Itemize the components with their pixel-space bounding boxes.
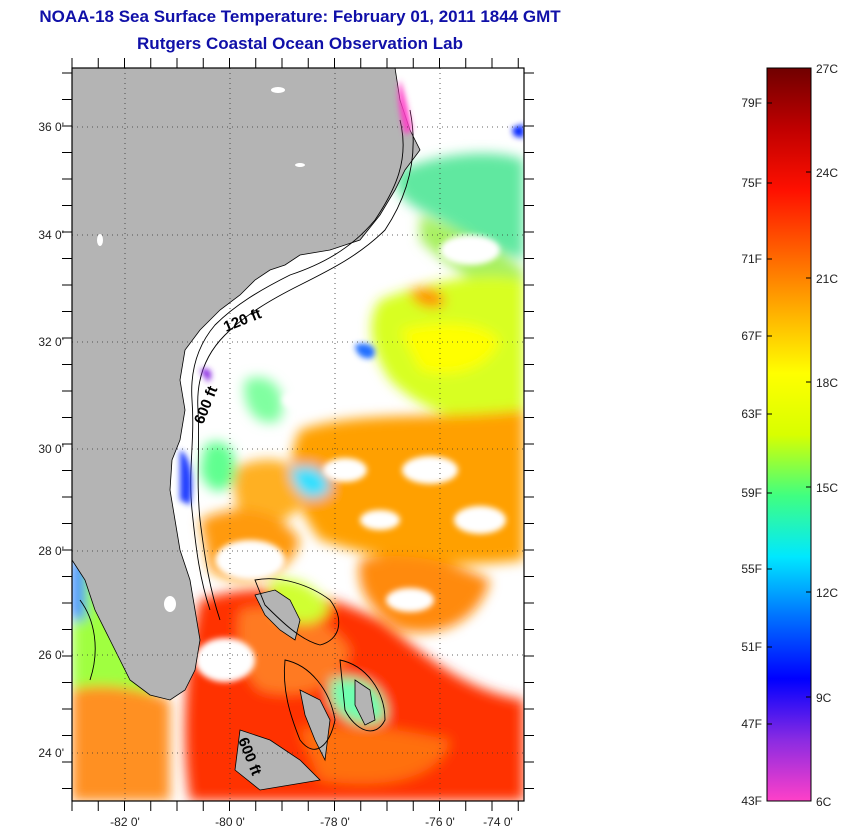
lakes — [97, 87, 305, 612]
celsius-labels: 27C 24C 21C 18C 15C 12C 9C 6C — [816, 62, 838, 809]
lat-label: 36 0' — [38, 120, 64, 134]
latitude-labels: 36 0' 34 0' 32 0' 30 0' 28 0' 26 0' 24 0… — [38, 120, 64, 760]
c-label: 15C — [816, 481, 838, 495]
cloud-speckles — [195, 235, 515, 682]
c-label: 27C — [816, 62, 838, 76]
map-ticks — [62, 58, 534, 811]
fahrenheit-labels: 79F 75F 71F 67F 63F 59F 55F 51F 47F 43F — [741, 96, 762, 808]
lat-label: 34 0' — [38, 228, 64, 242]
colorbar-ticks — [767, 102, 811, 725]
f-label: 43F — [741, 794, 762, 808]
land — [72, 68, 421, 791]
map-frame — [71, 67, 525, 802]
lat-label: 26 0' — [38, 648, 64, 662]
c-label: 12C — [816, 586, 838, 600]
f-label: 59F — [741, 486, 762, 500]
temperature-colorbar: 79F 75F 71F 67F 63F 59F 55F 51F 47F 43F … — [741, 62, 838, 809]
lon-label: -76 0' — [425, 815, 455, 829]
f-label: 63F — [741, 407, 762, 421]
lat-label: 28 0' — [38, 544, 64, 558]
map-area: 120 ft 600 ft 600 ft — [72, 68, 524, 801]
colorbar-gradient — [766, 67, 812, 802]
c-label: 21C — [816, 272, 838, 286]
f-label: 79F — [741, 96, 762, 110]
f-label: 47F — [741, 717, 762, 731]
cold-coastal-water — [180, 80, 524, 505]
map-title: NOAA-18 Sea Surface Temperature: Februar… — [39, 7, 561, 26]
lon-label: -78 0' — [320, 815, 350, 829]
lon-label: -80 0' — [215, 815, 245, 829]
f-label: 55F — [741, 562, 762, 576]
f-label: 75F — [741, 176, 762, 190]
lon-label: -82 0' — [110, 815, 140, 829]
c-label: 18C — [816, 376, 838, 390]
f-label: 67F — [741, 329, 762, 343]
lat-label: 32 0' — [38, 335, 64, 349]
c-label: 9C — [816, 691, 832, 705]
lon-label: -74 0' — [483, 815, 513, 829]
longitude-labels: -82 0' -80 0' -78 0' -76 0' -74 0' — [110, 815, 513, 829]
map-subtitle: Rutgers Coastal Ocean Observation Lab — [137, 34, 463, 53]
c-label: 24C — [816, 166, 838, 180]
c-label: 6C — [816, 795, 832, 809]
map-grid — [72, 68, 524, 801]
f-label: 51F — [741, 640, 762, 654]
lat-label: 30 0' — [38, 442, 64, 456]
lat-label: 24 0' — [38, 746, 64, 760]
isobath-contours — [79, 109, 414, 750]
f-label: 71F — [741, 252, 762, 266]
